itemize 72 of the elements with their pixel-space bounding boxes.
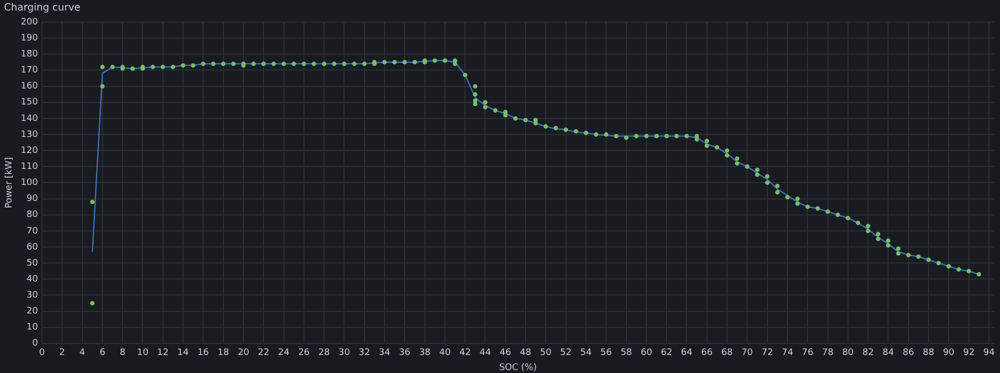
- x-tick-label: 14: [177, 348, 190, 358]
- y-tick-label: 170: [20, 66, 38, 76]
- chart-title: Charging curve: [4, 2, 80, 14]
- x-tick-label: 42: [459, 348, 471, 358]
- y-tick-label: 80: [26, 210, 38, 220]
- y-tick-label: 0: [32, 338, 38, 349]
- x-tick-label: 78: [822, 348, 834, 358]
- y-tick-label: 120: [20, 146, 38, 156]
- y-tick-label: 90: [26, 194, 38, 204]
- y-axis-title: Power [kW]: [4, 157, 15, 208]
- x-tick-label: 34: [378, 348, 391, 358]
- x-tick-label: 70: [741, 348, 754, 358]
- y-tick-label: 50: [26, 258, 38, 268]
- y-tick-label: 40: [26, 274, 38, 284]
- x-tick-label: 82: [862, 348, 874, 358]
- x-tick-label: 88: [922, 348, 935, 358]
- x-tick-label: 72: [762, 348, 774, 358]
- x-tick-label: 46: [500, 348, 512, 358]
- y-tick-label: 130: [20, 130, 38, 140]
- y-tick-label: 30: [26, 290, 38, 301]
- x-tick-label: 22: [258, 348, 270, 358]
- y-tick-label: 20: [26, 306, 38, 317]
- x-tick-label: 56: [600, 348, 612, 358]
- y-tick-label: 100: [20, 178, 38, 188]
- x-tick-label: 24: [278, 348, 290, 358]
- x-tick-label: 36: [398, 348, 411, 358]
- x-tick-label: 44: [480, 348, 492, 358]
- x-tick-label: 60: [640, 348, 652, 358]
- x-tick-label: 48: [520, 348, 532, 358]
- x-tick-label: 38: [419, 348, 431, 358]
- y-tick-label: 60: [26, 242, 38, 252]
- x-tick-label: 66: [701, 348, 713, 358]
- x-tick-label: 74: [782, 348, 794, 358]
- x-axis-title: SOC (%): [499, 362, 537, 373]
- x-tick-label: 68: [721, 348, 734, 358]
- y-tick-label: 180: [20, 49, 38, 60]
- x-tick-label: 58: [620, 348, 632, 358]
- x-tick-label: 90: [942, 348, 955, 358]
- x-tick-label: 40: [439, 348, 451, 358]
- x-tick-label: 84: [882, 348, 894, 358]
- x-tick-label: 52: [560, 348, 572, 358]
- x-tick-label: 10: [136, 348, 149, 358]
- x-tick-label: 16: [197, 348, 210, 358]
- x-tick-label: 26: [298, 348, 310, 358]
- x-tick-label: 12: [157, 348, 169, 358]
- x-tick-label: 8: [120, 348, 126, 358]
- y-tick-label: 70: [26, 226, 38, 236]
- y-tick-label: 110: [20, 162, 38, 172]
- x-tick-label: 62: [660, 348, 672, 358]
- x-tick-label: 94: [983, 348, 995, 358]
- x-tick-label: 18: [218, 348, 230, 358]
- x-tick-label: 6: [100, 348, 106, 358]
- x-tick-label: 0: [39, 348, 46, 358]
- x-tick-label: 54: [580, 348, 592, 358]
- x-tick-label: 30: [338, 348, 350, 358]
- y-tick-label: 160: [20, 82, 38, 92]
- x-tick-label: 50: [540, 348, 552, 358]
- x-tick-label: 28: [318, 348, 330, 358]
- x-tick-label: 80: [842, 348, 854, 358]
- x-tick-label: 64: [681, 348, 693, 358]
- y-tick-label: 190: [20, 33, 38, 44]
- x-tick-label: 4: [79, 348, 86, 358]
- y-tick-label: 10: [26, 322, 38, 333]
- y-tick-label: 200: [20, 17, 38, 28]
- y-tick-label: 140: [20, 114, 38, 124]
- x-tick-label: 76: [802, 348, 814, 358]
- y-tick-label: 150: [20, 98, 38, 108]
- x-tick-label: 32: [358, 348, 370, 358]
- x-tick-label: 2: [59, 348, 65, 358]
- x-tick-label: 86: [902, 348, 914, 358]
- x-tick-label: 92: [963, 348, 975, 358]
- x-tick-label: 20: [238, 348, 250, 358]
